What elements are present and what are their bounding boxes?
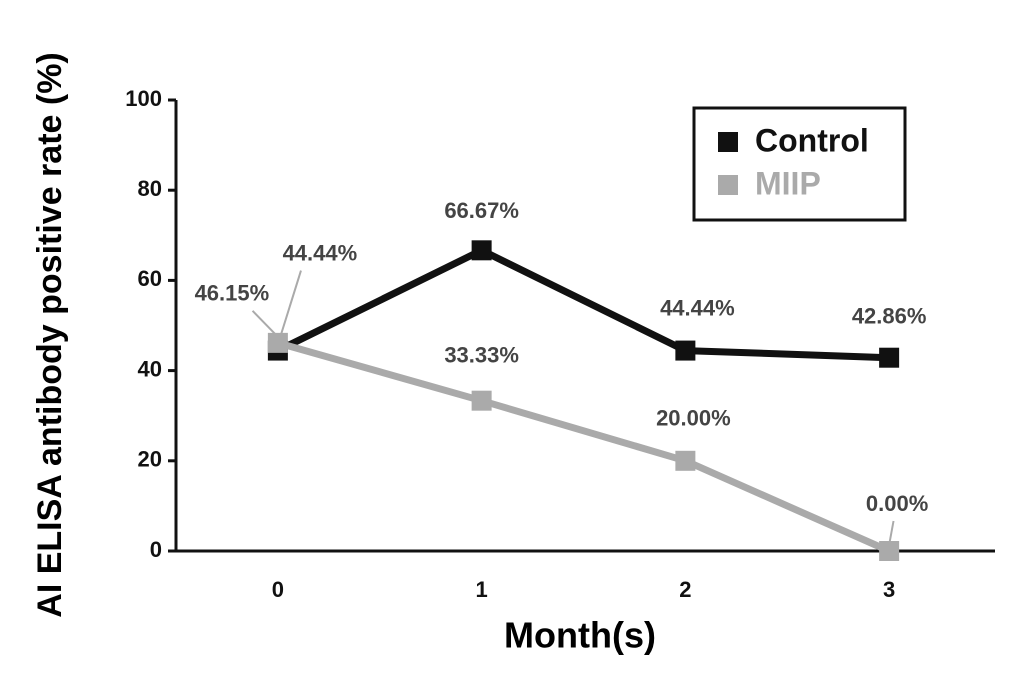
marker — [675, 450, 696, 471]
y-axis-label: AI ELISA antibody positive rate (%) — [31, 52, 69, 617]
value-label: 46.15% — [195, 281, 270, 306]
marker — [471, 390, 492, 411]
y-tick-label: 0 — [150, 537, 162, 562]
marker — [471, 240, 492, 261]
y-tick-label: 100 — [125, 86, 162, 111]
marker — [879, 347, 900, 368]
value-label: 44.44% — [660, 295, 735, 320]
y-tick-label: 20 — [138, 447, 162, 472]
value-label: 20.00% — [656, 406, 731, 431]
leader-line — [888, 520, 895, 546]
legend-swatch — [718, 132, 738, 152]
value-label: 44.44% — [283, 240, 358, 265]
marker — [879, 541, 900, 561]
leader-line — [251, 310, 279, 338]
legend-label: Control — [755, 122, 869, 158]
leader-line — [276, 270, 302, 345]
marker — [675, 340, 696, 361]
x-tick-label: 1 — [476, 577, 488, 602]
x-tick-label: 0 — [272, 577, 284, 602]
x-tick-label: 2 — [679, 577, 691, 602]
legend-swatch — [718, 175, 738, 195]
value-label: 66.67% — [444, 198, 519, 223]
x-axis-label: Month(s) — [504, 615, 656, 656]
series-line — [276, 339, 891, 555]
value-label: 33.33% — [444, 342, 519, 367]
y-tick-label: 60 — [138, 266, 162, 291]
value-label: 0.00% — [866, 491, 928, 516]
y-tick-label: 80 — [138, 176, 162, 201]
legend-label: MIIP — [755, 165, 821, 201]
legend — [692, 106, 907, 222]
y-tick-label: 40 — [138, 356, 162, 381]
series-line — [276, 246, 890, 362]
value-label: 42.86% — [852, 304, 927, 329]
x-tick-label: 3 — [883, 577, 895, 602]
